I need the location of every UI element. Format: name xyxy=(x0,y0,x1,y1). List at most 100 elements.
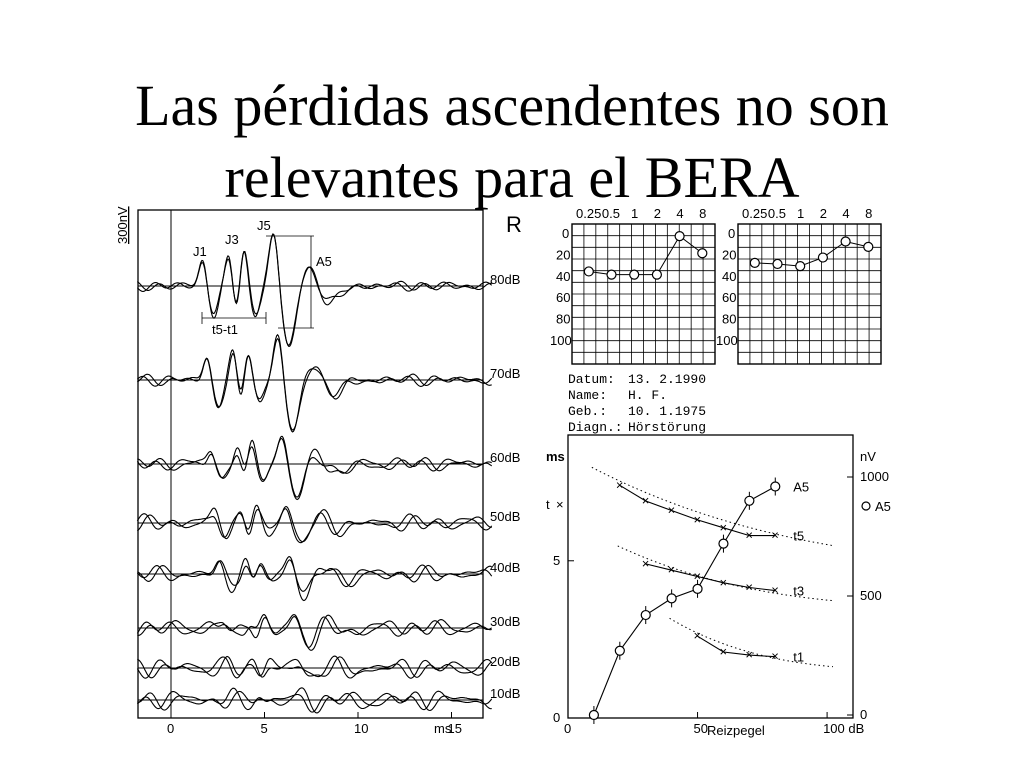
freq-label: 0.25 xyxy=(742,206,767,221)
freq-label: 0.5 xyxy=(768,206,786,221)
point-t5: × xyxy=(694,512,702,527)
point-t3: × xyxy=(719,575,727,590)
db-label: 100 xyxy=(550,333,572,348)
threshold-point xyxy=(697,248,708,259)
level-label: 20dB xyxy=(490,654,520,669)
point-t3: × xyxy=(771,583,779,598)
peak-label-j5: J5 xyxy=(257,218,271,233)
waveform-trace xyxy=(137,556,492,602)
x-tick-label: 10 xyxy=(354,721,368,736)
latency-chart-series: A5 × × × × × × × t5 × × × × × × t3 × × × × t1 xyxy=(588,466,834,724)
threshold-point xyxy=(651,269,663,280)
freq-label: 1 xyxy=(631,206,638,221)
left-axis-unit: ms xyxy=(546,449,565,464)
x-tick-label: 0 xyxy=(564,721,571,736)
diagn-label: Diagn.: xyxy=(568,420,623,435)
db-label: 40 xyxy=(722,269,736,284)
waveform-trace xyxy=(137,437,492,501)
threshold-point xyxy=(674,231,685,242)
x-tick-label: 0 xyxy=(167,721,174,736)
threshold-line xyxy=(588,235,703,276)
left-tick-label: 0 xyxy=(553,710,560,725)
waveform-traces xyxy=(136,233,493,714)
right-legend-a5: A5 xyxy=(875,499,891,514)
geb-value: 10. 1.1975 xyxy=(628,404,706,419)
db-label: 80 xyxy=(556,312,570,327)
point-t3: × xyxy=(694,569,702,584)
db-label: 100 xyxy=(716,333,738,348)
peak-label-j1: J1 xyxy=(193,244,207,259)
series-label-t3: t3 xyxy=(793,584,804,599)
right-tick-label: 1000 xyxy=(860,469,889,484)
point-t5: × xyxy=(616,477,624,492)
right-axis-unit: nV xyxy=(860,449,876,464)
side-label: R xyxy=(506,212,522,237)
level-label: 70dB xyxy=(490,366,520,381)
point-t5: × xyxy=(745,528,753,543)
freq-label: 0.5 xyxy=(602,206,620,221)
waveform-trace xyxy=(136,233,493,348)
freq-label: 8 xyxy=(865,206,872,221)
point-A5 xyxy=(744,495,755,506)
bera-panel: 300nV R 80dB 70dB 60dB 50dB 40dB 30dB 20dB 10dB… xyxy=(115,206,522,736)
point-A5 xyxy=(770,481,781,492)
point-t1: × xyxy=(745,647,753,662)
freq-label: 1 xyxy=(797,206,804,221)
freq-label: 2 xyxy=(820,206,827,221)
threshold-line xyxy=(754,240,869,267)
threshold-point xyxy=(863,241,874,252)
legend-circle-marker xyxy=(861,501,871,511)
point-t1: × xyxy=(719,644,727,659)
x-axis-label: Reizpegel xyxy=(707,723,765,738)
level-label: 80dB xyxy=(490,272,520,287)
point-t3: × xyxy=(668,562,676,577)
level-label: 60dB xyxy=(490,450,520,465)
series-line-t3 xyxy=(645,563,776,592)
db-label: 60 xyxy=(722,290,736,305)
trend-curve-t1 xyxy=(669,617,834,668)
point-t1: × xyxy=(771,649,779,664)
waveform-trace xyxy=(136,614,493,648)
series-line-A5 xyxy=(593,486,776,716)
geb-label: Geb.: xyxy=(568,404,607,419)
name-value: H. F. xyxy=(628,388,667,403)
waveform-trace xyxy=(137,655,493,679)
point-t1: × xyxy=(694,628,702,643)
latency-chart: ms nV t A5 Reizpegel 0 50 100 dB0505001000… xyxy=(546,434,891,738)
threshold-point xyxy=(749,257,760,268)
datum-label: Datum: xyxy=(568,372,615,387)
right-tick-label: 0 xyxy=(860,707,867,722)
point-A5 xyxy=(614,645,625,656)
threshold-point xyxy=(772,258,783,270)
x-tick-label: 5 xyxy=(261,721,268,736)
series-label-t5: t5 xyxy=(793,529,804,544)
series-label-t1: t1 xyxy=(793,650,804,665)
point-t5: × xyxy=(771,528,779,543)
point-A5 xyxy=(692,583,703,594)
left-legend-t: t xyxy=(546,497,550,512)
freq-label: 8 xyxy=(699,206,706,221)
db-label: 60 xyxy=(556,290,570,305)
waveform-trace xyxy=(136,333,493,431)
x-tick-label: 100 dB xyxy=(823,721,864,736)
point-A5 xyxy=(640,609,651,621)
waveform-trace xyxy=(137,337,492,433)
diagn-value: Hörstörung xyxy=(628,420,706,435)
datum-value: 13. 2.1990 xyxy=(628,372,706,387)
point-t5: × xyxy=(668,502,676,517)
waveform-trace xyxy=(137,614,492,651)
threshold-point xyxy=(840,236,851,247)
legend-cross-marker: × xyxy=(556,497,564,512)
waveform-trace xyxy=(136,507,492,544)
level-label: 30dB xyxy=(490,614,520,629)
threshold-point xyxy=(795,261,806,272)
trend-curve-t3 xyxy=(617,545,834,602)
freq-label: 2 xyxy=(654,206,661,221)
threshold-point xyxy=(583,266,594,277)
x-unit-label: ms xyxy=(434,721,452,736)
series-label-A5: A5 xyxy=(793,480,809,495)
